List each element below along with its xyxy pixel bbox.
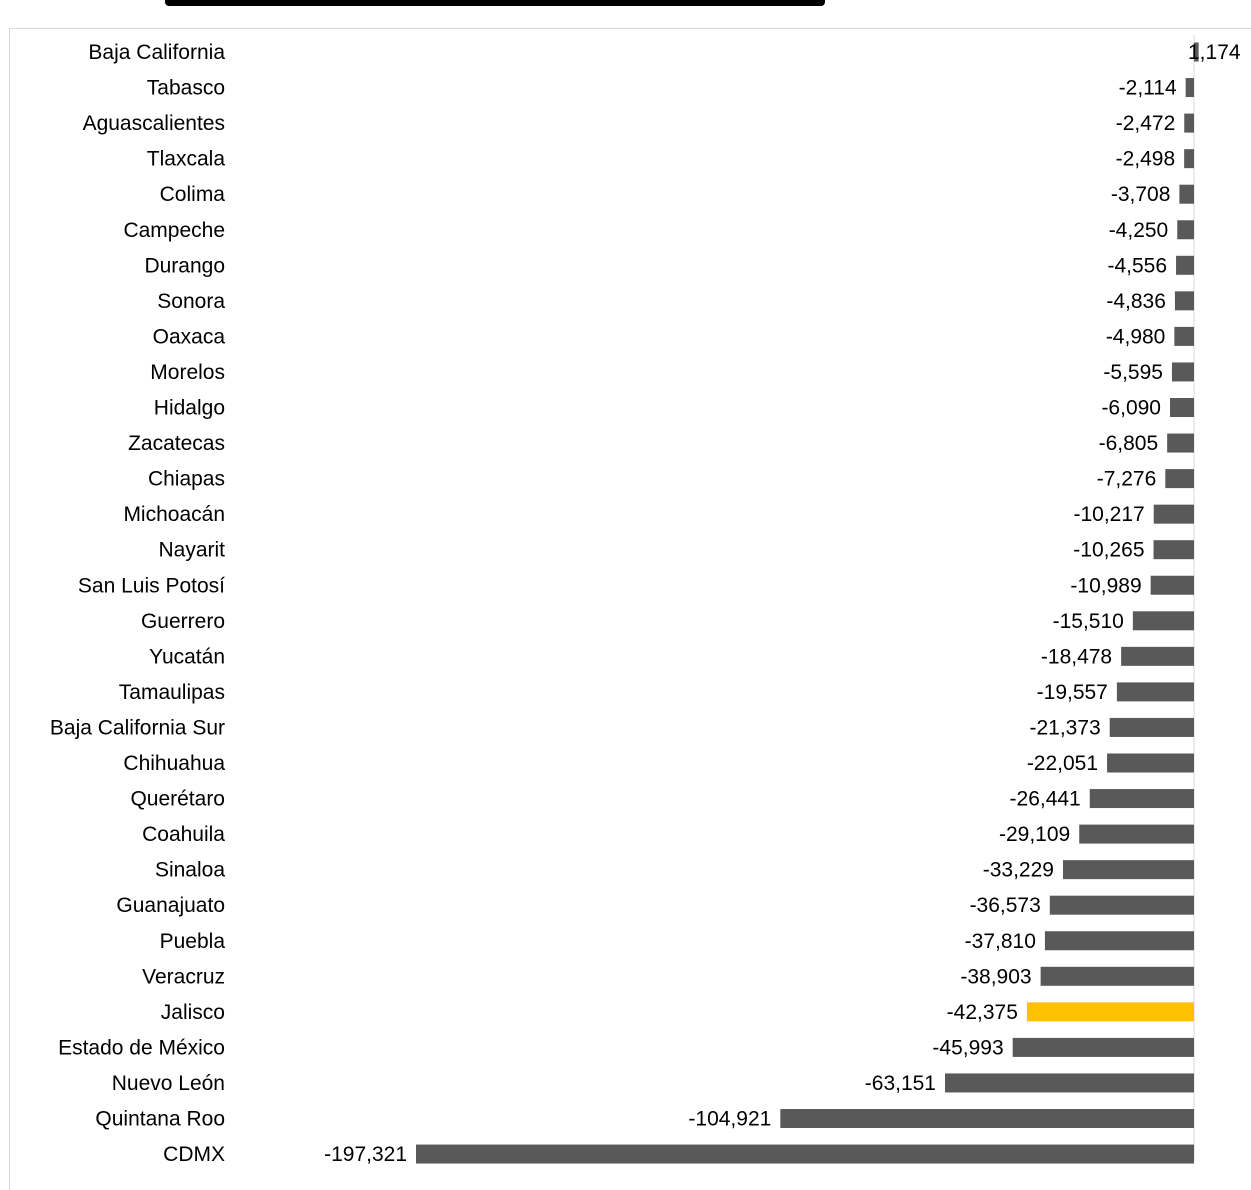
bar (1169, 398, 1194, 417)
cropped-title (0, 0, 1251, 10)
value-label: -42,375 (947, 1001, 1018, 1024)
category-label: Durango (144, 254, 225, 277)
value-label: -2,114 (1119, 77, 1177, 100)
value-label: -2,498 (1116, 148, 1176, 171)
bar (1121, 646, 1194, 666)
category-label: Veracruz (142, 965, 225, 988)
bar (1176, 255, 1194, 275)
bar (1165, 469, 1194, 489)
value-label: -29,109 (999, 823, 1070, 846)
bar (1062, 860, 1194, 880)
bar (1174, 326, 1194, 346)
value-label: -45,993 (932, 1036, 1003, 1059)
category-label: Quintana Roo (95, 1108, 225, 1131)
bar (1044, 931, 1194, 951)
value-label: -10,265 (1073, 539, 1144, 562)
value-label: -15,510 (1053, 610, 1124, 633)
bar (1089, 789, 1194, 809)
category-label: Estado de México (58, 1036, 225, 1059)
category-label: Jalisco (161, 1001, 225, 1024)
bar (1107, 753, 1194, 773)
value-label: -33,229 (983, 859, 1054, 882)
category-label: Nayarit (158, 539, 225, 562)
bar (1184, 149, 1194, 169)
value-label: -63,151 (865, 1072, 936, 1095)
bar (1079, 824, 1194, 844)
value-label: -10,989 (1070, 574, 1141, 597)
bar (1026, 1002, 1194, 1022)
bar (1185, 78, 1194, 98)
category-label: Campeche (123, 219, 225, 242)
value-label: -18,478 (1041, 645, 1112, 668)
bar (1174, 291, 1194, 311)
value-label: -19,557 (1037, 681, 1108, 704)
bar (945, 1073, 1194, 1093)
category-label: Hidalgo (154, 397, 225, 420)
category-label: Guerrero (141, 610, 225, 633)
value-label: -36,573 (970, 894, 1041, 917)
value-label: -4,980 (1106, 325, 1166, 348)
value-label: -4,556 (1107, 254, 1167, 277)
category-label: Baja California (88, 41, 225, 64)
bar (1167, 433, 1194, 453)
value-label: -10,217 (1073, 503, 1144, 526)
category-label: Tabasco (147, 77, 225, 100)
bar (1109, 717, 1194, 737)
bar (1150, 575, 1194, 595)
bar (1179, 184, 1194, 204)
value-label: -2,472 (1116, 112, 1176, 135)
category-label: Sonora (157, 290, 225, 313)
bar (1040, 966, 1194, 986)
category-label: Puebla (160, 930, 226, 953)
chart-frame (9, 28, 1251, 1190)
category-label: San Luis Potosí (78, 574, 225, 597)
value-label: 1,174 (1188, 41, 1241, 64)
value-label: -26,441 (1010, 788, 1081, 811)
value-label: -4,250 (1109, 219, 1169, 242)
value-label: -6,090 (1101, 397, 1161, 420)
category-label: Colima (160, 183, 226, 206)
category-label: Guanajuato (116, 894, 225, 917)
value-label: -38,903 (960, 965, 1031, 988)
value-label: -37,810 (965, 930, 1036, 953)
category-label: Querétaro (130, 788, 225, 811)
value-label: -197,321 (324, 1143, 407, 1166)
category-label: Nuevo León (112, 1072, 225, 1095)
bar (416, 1144, 1194, 1164)
category-label: CDMX (163, 1143, 225, 1166)
value-label: -4,836 (1106, 290, 1166, 313)
category-label: Oaxaca (153, 325, 226, 348)
category-label: Sinaloa (155, 859, 225, 882)
category-label: Chiapas (148, 468, 225, 491)
value-label: -21,373 (1029, 716, 1100, 739)
bar (1153, 540, 1194, 560)
bar (1012, 1037, 1194, 1057)
bar (1153, 504, 1194, 524)
bar (1132, 611, 1194, 631)
category-label: Tlaxcala (147, 148, 226, 171)
category-label: Zacatecas (128, 432, 225, 455)
category-label: Baja California Sur (50, 716, 225, 739)
category-label: Morelos (150, 361, 225, 384)
value-label: -3,708 (1111, 183, 1171, 206)
category-label: Michoacán (123, 503, 225, 526)
bar (1194, 42, 1199, 62)
category-label: Aguascalientes (83, 112, 225, 135)
bar (1177, 220, 1194, 240)
bar (1049, 895, 1194, 915)
value-label: -104,921 (688, 1108, 771, 1131)
bar (1116, 682, 1194, 702)
value-label: -5,595 (1103, 361, 1163, 384)
bar (1171, 362, 1194, 382)
bar (780, 1109, 1194, 1128)
category-label: Coahuila (142, 823, 225, 846)
category-label: Tamaulipas (119, 681, 225, 704)
value-label: -7,276 (1097, 468, 1157, 491)
value-label: -22,051 (1027, 752, 1098, 775)
bar (1184, 113, 1194, 133)
category-label: Chihuahua (123, 752, 225, 775)
value-label: -6,805 (1099, 432, 1159, 455)
category-label: Yucatán (149, 645, 225, 668)
